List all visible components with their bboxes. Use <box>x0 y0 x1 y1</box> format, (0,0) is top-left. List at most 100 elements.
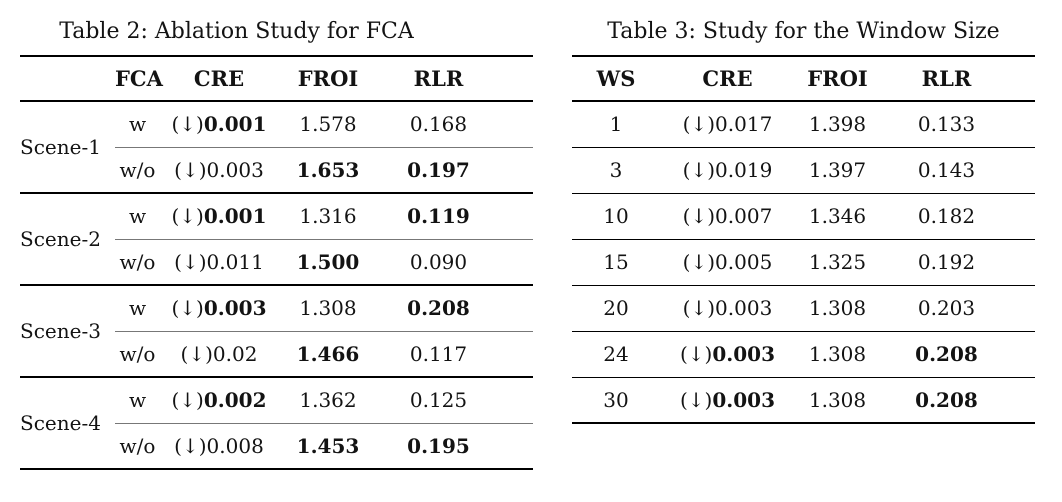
cre-value: 0.011 <box>206 249 264 274</box>
cre-cell: (↓)0.005 <box>660 238 795 285</box>
cre-value: 0.001 <box>203 204 267 229</box>
table3-header-row: WS CRE FROI RLR <box>572 56 1035 102</box>
froi-cell: 1.500 <box>296 249 360 274</box>
scene-label: Scene-4 <box>20 376 115 469</box>
cre-value: 0.019 <box>715 158 773 182</box>
froi-cell: 1.397 <box>795 146 880 193</box>
table3-col-cre: CRE <box>660 56 795 102</box>
cre-cell: (↓)0.007 <box>660 192 795 239</box>
cre-value: 0.002 <box>203 388 267 413</box>
down-arrow-icon: (↓) <box>171 112 204 137</box>
table2-col-fca: FCA <box>115 56 163 102</box>
scene-label: Scene-3 <box>20 284 115 377</box>
table-row: Scene-2 w (↓)0.001 1.316 0.119 <box>20 192 533 285</box>
fca-cell: w <box>115 101 160 148</box>
scene-group-2: Scene-2 w (↓)0.001 1.316 0.119 w/o (↓)0.… <box>20 192 533 285</box>
cre-cell: (↓)0.003 <box>660 330 795 377</box>
table-row: w/o (↓)0.02 1.466 0.117 <box>20 331 533 377</box>
table2-container: Table 2: Ablation Study for FCA FCA CRE … <box>20 8 533 470</box>
down-arrow-icon: (↓) <box>682 112 716 137</box>
scene-group-1: Scene-1 w (↓)0.001 1.578 0.168 w/o (↓)0.… <box>20 101 533 193</box>
cre-cell: (↓)0.011 <box>160 239 278 285</box>
scene-label: Scene-1 <box>20 135 101 159</box>
table-row: 15 (↓)0.005 1.325 0.192 <box>572 238 1035 285</box>
down-arrow-icon: (↓) <box>679 342 713 366</box>
rlr-cell: 0.208 <box>880 330 1035 377</box>
table2-header-row: FCA CRE FROI RLR <box>20 56 533 102</box>
table-row: Scene-3 w (↓)0.003 1.308 0.208 <box>20 284 533 377</box>
scene-group-3: Scene-3 w (↓)0.003 1.308 0.208 w/o (↓)0.… <box>20 284 533 377</box>
cre-value: 0.017 <box>715 112 773 137</box>
cre-value: 0.003 <box>712 342 775 366</box>
rlr-cell: 0.195 <box>407 433 470 458</box>
rlr-cell: 0.203 <box>880 284 1035 331</box>
cre-value: 0.003 <box>715 296 773 320</box>
table-row: 20 (↓)0.003 1.308 0.203 <box>572 284 1035 331</box>
froi-cell: 1.308 <box>795 330 880 377</box>
cre-cell: (↓)0.003 <box>160 284 278 332</box>
table3-body: 1 (↓)0.017 1.398 0.133 3 (↓)0.019 1.397 … <box>572 101 1035 423</box>
ws-cell: 24 <box>572 330 660 377</box>
froi-cell: 1.308 <box>795 284 880 331</box>
table3-caption: Table 3: Study for the Window Size <box>607 19 1000 44</box>
cre-value: 0.003 <box>206 157 264 182</box>
table2: FCA CRE FROI RLR Scene-1 w (↓)0.001 1.57… <box>20 55 533 470</box>
cre-value: 0.007 <box>715 204 773 228</box>
cre-cell: (↓)0.003 <box>660 376 795 423</box>
froi-cell: 1.653 <box>296 157 360 182</box>
cre-value: 0.003 <box>203 296 267 321</box>
ws-cell: 1 <box>609 112 623 137</box>
froi-cell: 1.308 <box>278 284 378 332</box>
froi-cell: 1.398 <box>808 112 867 137</box>
fca-cell: w <box>115 284 160 332</box>
cre-cell: (↓)0.003 <box>160 147 278 193</box>
down-arrow-icon: (↓) <box>682 204 716 228</box>
cre-cell: (↓)0.017 <box>660 101 795 147</box>
table-row: Scene-4 w (↓)0.002 1.362 0.125 <box>20 376 533 469</box>
ws-cell: 10 <box>572 192 660 239</box>
fca-cell: w/o <box>119 157 156 182</box>
down-arrow-icon: (↓) <box>180 341 213 366</box>
down-arrow-icon: (↓) <box>682 250 716 274</box>
ws-cell: 15 <box>572 238 660 285</box>
froi-cell: 1.466 <box>296 341 360 366</box>
rlr-cell: 0.119 <box>378 192 533 240</box>
cre-cell: (↓)0.008 <box>160 423 278 469</box>
table2-col-froi: FROI <box>278 56 378 102</box>
down-arrow-icon: (↓) <box>171 388 204 413</box>
rlr-cell: 0.197 <box>407 157 470 182</box>
froi-cell: 1.346 <box>795 192 880 239</box>
rlr-cell: 0.208 <box>880 376 1035 423</box>
rlr-cell: 0.090 <box>409 249 468 274</box>
table3-col-froi: FROI <box>795 56 880 102</box>
table-row: 1 (↓)0.017 1.398 0.133 <box>572 101 1035 147</box>
table3-container: Table 3: Study for the Window Size WS CR… <box>572 8 1035 424</box>
cre-cell: (↓)0.002 <box>160 376 278 424</box>
table-row: w/o (↓)0.011 1.500 0.090 <box>20 239 533 285</box>
fca-cell: w/o <box>119 433 156 458</box>
cre-cell: (↓)0.001 <box>160 192 278 240</box>
table3-col-ws: WS <box>572 56 660 102</box>
rlr-cell: 0.192 <box>880 238 1035 285</box>
rlr-cell: 0.168 <box>378 101 533 148</box>
table-row: w/o (↓)0.003 1.653 0.197 <box>20 147 533 193</box>
table3-col-rlr: RLR <box>880 56 1035 102</box>
froi-cell: 1.578 <box>278 101 378 148</box>
froi-cell: 1.362 <box>278 376 378 424</box>
fca-cell: w <box>115 192 160 240</box>
table-row: 24 (↓)0.003 1.308 0.208 <box>572 330 1035 377</box>
down-arrow-icon: (↓) <box>174 433 207 458</box>
ws-cell: 30 <box>572 376 660 423</box>
down-arrow-icon: (↓) <box>174 157 207 182</box>
table2-header: FCA CRE FROI RLR <box>20 56 533 102</box>
down-arrow-icon: (↓) <box>682 158 716 182</box>
table-row: 3 (↓)0.019 1.397 0.143 <box>572 146 1035 193</box>
table3: WS CRE FROI RLR 1 (↓)0.017 1.398 0.133 3… <box>572 55 1035 424</box>
ws-cell: 3 <box>572 146 660 193</box>
rlr-cell: 0.182 <box>880 192 1035 239</box>
froi-cell: 1.308 <box>795 376 880 423</box>
fca-cell: w <box>115 376 160 424</box>
fca-cell: w/o <box>119 341 156 366</box>
scene-group-4: Scene-4 w (↓)0.002 1.362 0.125 w/o (↓)0.… <box>20 376 533 469</box>
